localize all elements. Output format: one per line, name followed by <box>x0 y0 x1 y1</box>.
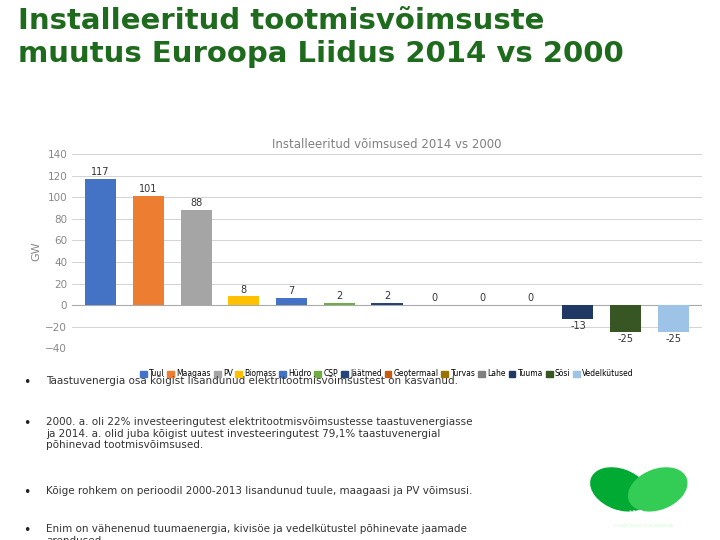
Text: -13: -13 <box>570 321 586 331</box>
Bar <box>276 298 307 305</box>
Text: 7: 7 <box>289 286 294 296</box>
Text: LOOME KOOS UUE ENERGIA: LOOME KOOS UUE ENERGIA <box>613 524 672 528</box>
Text: 117: 117 <box>91 167 110 177</box>
Bar <box>372 303 402 305</box>
Title: Installeeritud võimsused 2014 vs 2000: Installeeritud võimsused 2014 vs 2000 <box>272 138 502 151</box>
Ellipse shape <box>629 468 687 511</box>
Text: Eesti Energia: Eesti Energia <box>614 510 671 519</box>
Text: Taastuvenergia osa kõigist lisandunud elektritootmisvõimsustest on kasvanud.: Taastuvenergia osa kõigist lisandunud el… <box>46 376 458 386</box>
Bar <box>133 196 164 305</box>
Text: 0: 0 <box>480 293 485 303</box>
Bar <box>610 305 641 332</box>
Text: •: • <box>24 417 31 430</box>
Bar <box>181 210 212 305</box>
Y-axis label: GW: GW <box>31 241 41 261</box>
Legend: Tuul, Maagaas, PV, Biomass, Hüdro, CSP, Jäätmed, Geotermaal, Turvas, Lahe, Tuuma: Tuul, Maagaas, PV, Biomass, Hüdro, CSP, … <box>137 366 637 381</box>
Bar <box>324 303 355 305</box>
Text: 2: 2 <box>384 291 390 301</box>
Ellipse shape <box>591 468 649 511</box>
Bar <box>562 305 593 319</box>
Text: •: • <box>24 486 31 499</box>
Bar <box>85 179 116 305</box>
Bar <box>228 296 259 305</box>
Text: 2000. a. oli 22% investeeringutest elektritootmisvõimsustesse taastuvenergiasse
: 2000. a. oli 22% investeeringutest elekt… <box>46 417 472 450</box>
Bar <box>658 305 689 332</box>
Text: -25: -25 <box>618 334 634 344</box>
Text: -25: -25 <box>665 334 681 344</box>
Text: 0: 0 <box>527 293 534 303</box>
Text: •: • <box>24 376 31 389</box>
Text: 2: 2 <box>336 291 343 301</box>
Text: Installeeritud tootmisvõimsuste
muutus Euroopa Liidus 2014 vs 2000: Installeeritud tootmisvõimsuste muutus E… <box>18 7 624 68</box>
Text: 101: 101 <box>139 184 158 194</box>
Text: 88: 88 <box>190 198 202 208</box>
Text: 8: 8 <box>240 285 247 295</box>
Text: Enim on vähenenud tuumaenergia, kivisöe ja vedelkütustel põhinevate jaamade
aren: Enim on vähenenud tuumaenergia, kivisöe … <box>46 524 467 540</box>
Text: •: • <box>24 524 31 537</box>
Text: Kõige rohkem on perioodil 2000-2013 lisandunud tuule, maagaasi ja PV võimsusi.: Kõige rohkem on perioodil 2000-2013 lisa… <box>46 486 472 496</box>
Text: 0: 0 <box>432 293 438 303</box>
